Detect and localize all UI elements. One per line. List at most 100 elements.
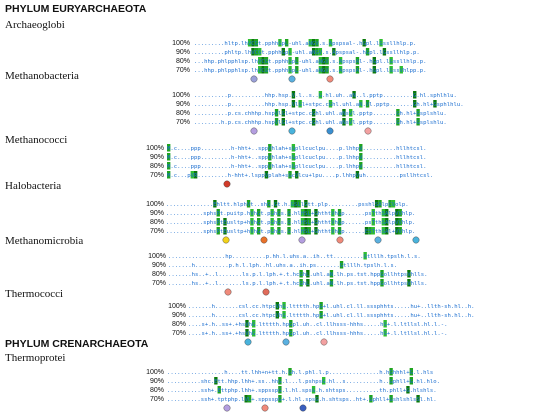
residue-box [291, 144, 296, 152]
residue-box [288, 48, 292, 56]
residue-box [251, 39, 255, 47]
phylum-title: PHYLUM CRENARCHAEOTA [5, 338, 149, 350]
residue-box [416, 118, 420, 126]
row-label: 100% [146, 145, 164, 152]
row-label: 70% [152, 280, 166, 287]
residue-box [371, 227, 375, 235]
residue-box [413, 91, 417, 99]
residue-box [300, 218, 305, 226]
marker-dot [260, 236, 268, 244]
residue-box [396, 109, 400, 117]
row-label: 70% [150, 172, 164, 179]
residue-box [325, 57, 329, 65]
residue-box [371, 209, 375, 217]
residue-box [245, 320, 249, 328]
residue-box [300, 227, 305, 235]
sequence: .......hs..+..l.......ls.p.l.lph.+.t.hcG… [168, 281, 427, 287]
residue-box [328, 100, 333, 108]
row-label: 90% [150, 378, 164, 385]
residue-box [416, 395, 420, 403]
residue-box [277, 227, 281, 235]
residue-box [291, 100, 296, 108]
residue-box [308, 39, 312, 47]
residue-box [278, 39, 282, 47]
residue-box [291, 91, 296, 99]
marker-dot [223, 180, 231, 188]
marker-dot [222, 236, 230, 244]
sequence: ..............Ehltt.hlphVt..shG.Gt.h.GSL… [166, 202, 409, 208]
residue-box [314, 227, 318, 235]
residue-box [398, 218, 402, 226]
residue-box [379, 39, 383, 47]
residue-box [291, 162, 296, 170]
residue-box [167, 162, 171, 170]
residue-box [311, 48, 316, 56]
row-label: 80% [172, 321, 186, 328]
residue-box [268, 162, 272, 170]
residue-box [433, 100, 437, 108]
marker-dot [282, 338, 290, 346]
residue-box [369, 395, 373, 403]
residue-box [314, 218, 318, 226]
residue-box [254, 39, 259, 47]
residue-box [295, 66, 299, 74]
residue-box [264, 171, 269, 179]
residue-box [295, 171, 299, 179]
residue-box [270, 218, 274, 226]
sequence: .......hs..+..l.......ls.p.l.lph.+.t.hcG… [168, 272, 427, 278]
row-label: 90% [172, 312, 186, 319]
phylum-title: PHYLUM EURYARCHAEOTA [5, 3, 147, 15]
residue-box [167, 153, 171, 161]
residue-box [214, 377, 218, 385]
residue-box [275, 302, 279, 310]
marker-dot [288, 127, 296, 135]
residue-box [256, 218, 261, 226]
row-label: 70% [150, 396, 164, 403]
marker-dot [412, 236, 420, 244]
residue-box [284, 39, 289, 47]
residue-box [332, 48, 336, 56]
residue-box [389, 57, 393, 65]
row-label: 80% [176, 58, 190, 65]
residue-box [213, 200, 217, 208]
residue-box [273, 200, 278, 208]
residue-box [247, 395, 252, 403]
row-label: 90% [152, 262, 166, 269]
sequence: ...........sphsPt.puitp.hVhGt.pGhGs.G.hl… [166, 211, 415, 217]
residue-box [383, 320, 387, 328]
row-label: 70% [172, 330, 186, 337]
residue-box [250, 218, 254, 226]
sequence: ..........p..........hhp.hsp.V.l..s..G.h… [194, 93, 457, 99]
residue-box [278, 386, 282, 394]
residue-box [352, 91, 356, 99]
residue-box [337, 209, 342, 217]
sequence: ..........ssh+.Ettphp.lhh+.sppsspG.l.hl.… [167, 388, 437, 394]
residue-box [277, 209, 281, 217]
group-name: Methanobacteria [5, 70, 79, 82]
residue-box [409, 377, 414, 385]
residue-box [318, 91, 323, 99]
row-label: 80% [176, 110, 190, 117]
sequence: .........phltp.lhVCGt.pphhGpL-uhl.aNGV.s… [194, 50, 420, 56]
residue-box [282, 302, 286, 310]
residue-box [307, 218, 311, 226]
residue-box [299, 279, 303, 287]
residue-box [325, 66, 329, 74]
residue-box [331, 227, 335, 235]
residue-box [378, 200, 382, 208]
row-label: 100% [168, 303, 186, 310]
residue-box [254, 48, 259, 56]
residue-box [406, 386, 410, 394]
residue-box [288, 66, 292, 74]
residue-box [277, 218, 281, 226]
residue-box [349, 118, 353, 126]
residue-box [339, 261, 344, 269]
residue-box [289, 320, 293, 328]
residue-box [363, 252, 367, 260]
residue-box [306, 279, 310, 287]
residue-box [389, 377, 393, 385]
residue-box [329, 270, 334, 278]
residue-box [372, 66, 376, 74]
row-label: 80% [150, 219, 164, 226]
